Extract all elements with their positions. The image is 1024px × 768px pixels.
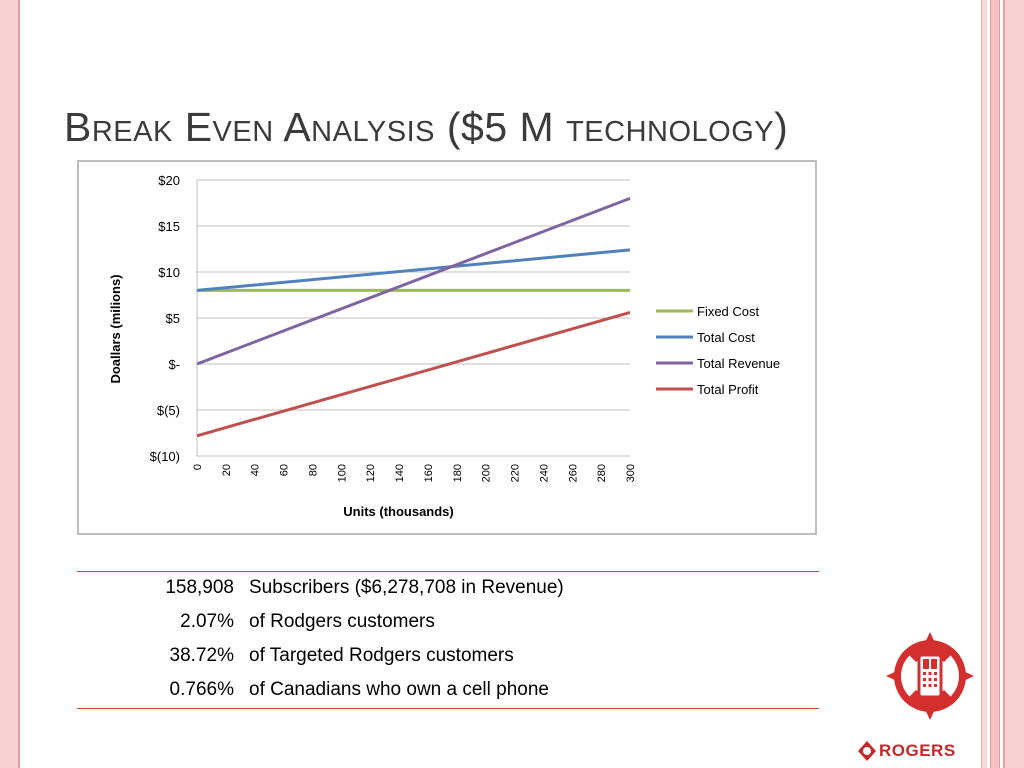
x-tick-label: 160 [423, 464, 435, 482]
x-tick-label: 280 [596, 464, 608, 482]
table-row: 0.766% of Canadians who own a cell phone [77, 678, 819, 712]
table-row: 2.07% of Rodgers customers [77, 610, 819, 644]
right-border-stripe [981, 0, 987, 768]
y-tick-label: $10 [158, 265, 180, 280]
right-border-stripe [1003, 0, 1024, 768]
chart-canvas: $(10) $(5) $- $5 $10 $15 $20 0 20 40 60 80 100 120 140… [108, 173, 780, 519]
y-tick-label: $(5) [157, 403, 180, 418]
stat-label: Subscribers ($6,278,708 in Revenue) [249, 577, 564, 598]
legend-label: Fixed Cost [697, 304, 760, 319]
x-tick-label: 100 [336, 464, 348, 482]
legend-label: Total Revenue [697, 356, 780, 371]
rogers-phone-logo-icon [886, 632, 974, 720]
x-tick-label: 120 [365, 464, 377, 482]
stat-value: 158,908 [165, 577, 234, 598]
y-tick-label: $5 [166, 311, 180, 326]
x-tick-label: 220 [510, 464, 522, 482]
stat-label: of Canadians who own a cell phone [249, 679, 549, 700]
series-line [196, 311, 631, 438]
y-tick-label: $(10) [150, 449, 180, 464]
y-axis-title: Doallars (milions) [108, 274, 123, 383]
table-bottom-rule [77, 708, 819, 709]
table-row: 158,908 Subscribers ($6,278,708 in Reven… [77, 576, 819, 610]
series-line [196, 196, 631, 366]
table-row: 38.72% of Targeted Rodgers customers [77, 644, 819, 678]
stat-value: 0.766% [169, 679, 234, 700]
x-tick-label: 300 [625, 464, 637, 482]
table-top-rule [77, 571, 819, 572]
stat-value: 38.72% [169, 645, 234, 666]
brand-name: ROGERS [879, 741, 956, 760]
y-tick-label: $15 [158, 219, 180, 234]
x-tick-label: 180 [452, 464, 464, 482]
stat-label: of Rodgers customers [249, 611, 435, 632]
stat-value: 2.07% [180, 611, 234, 632]
legend-label: Total Cost [697, 330, 755, 345]
series-line [196, 248, 631, 292]
x-tick-label: 80 [307, 464, 319, 476]
y-tick-label: $20 [158, 173, 180, 188]
left-border-decoration [0, 0, 20, 768]
stat-label: of Targeted Rodgers customers [249, 645, 514, 666]
right-border-stripe [990, 0, 1000, 768]
x-tick-label: 20 [221, 464, 233, 476]
x-tick-label: 140 [394, 464, 406, 482]
break-even-chart: $(10) $(5) $- $5 $10 $15 $20 0 20 40 60 80 100 120 140… [77, 160, 817, 535]
slide-title: Break Even Analysis ($5 M technology) [64, 104, 789, 150]
x-tick-label: 240 [538, 464, 550, 482]
legend-label: Total Profit [697, 382, 759, 397]
x-tick-label: 40 [250, 464, 262, 476]
stats-table: 158,908 Subscribers ($6,278,708 in Reven… [77, 576, 819, 712]
rogers-mark-icon [858, 741, 876, 761]
x-tick-label: 200 [481, 464, 493, 482]
x-tick-label: 260 [567, 464, 579, 482]
y-tick-label: $- [168, 357, 180, 372]
rogers-wordmark: ROGERS [857, 738, 969, 764]
x-axis-title: Units (thousands) [343, 504, 454, 519]
x-tick-label: 0 [192, 464, 204, 470]
x-tick-label: 60 [279, 464, 291, 476]
